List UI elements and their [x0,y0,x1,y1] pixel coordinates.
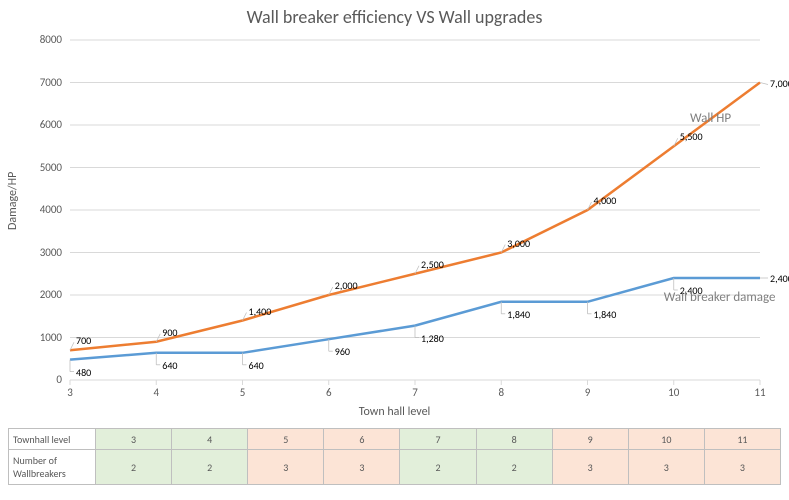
data-label: 2,500 [421,258,444,271]
data-label: 7,000 [770,77,789,90]
data-label: 2,000 [335,279,358,292]
x-tick-label: 4 [141,386,171,399]
table-cell: 6 [324,429,400,450]
data-label: 900 [162,326,177,339]
table-row: Townhall level34567891011 [9,429,781,450]
data-label: 960 [335,345,350,358]
x-tick-label: 11 [745,386,775,399]
x-tick-label: 8 [486,386,516,399]
table-cell: 3 [704,450,780,485]
data-label: 5,500 [680,130,703,143]
table-cell: 4 [172,429,248,450]
x-tick-label: 7 [400,386,430,399]
y-tick-label: 6000 [22,118,62,131]
table-cell: 2 [400,450,476,485]
table-cell: 3 [628,450,704,485]
table-row-header: Townhall level [9,429,96,450]
data-label: 1,840 [594,308,617,321]
y-tick-label: 8000 [22,33,62,46]
data-table: Townhall level34567891011Number of Wallb… [8,428,781,485]
data-label: 4,000 [594,194,617,207]
x-tick-label: 3 [55,386,85,399]
plot-area [0,0,789,430]
table-cell: 8 [476,429,552,450]
table-cell: 2 [96,450,172,485]
table-cell: 9 [552,429,628,450]
y-tick-label: 3000 [22,246,62,259]
x-tick-label: 5 [228,386,258,399]
data-label: 2,400 [770,272,789,285]
table-cell: 3 [324,450,400,485]
y-tick-label: 7000 [22,76,62,89]
table-cell: 10 [628,429,704,450]
data-label: 1,840 [507,308,530,321]
table-row: Number of Wallbreakers223322333 [9,450,781,485]
x-tick-label: 6 [314,386,344,399]
data-label: 640 [249,359,264,372]
table-cell: 2 [476,450,552,485]
data-label: 1,280 [421,332,444,345]
data-label: 1,400 [249,305,272,318]
y-tick-label: 0 [22,373,62,386]
y-tick-label: 5000 [22,161,62,174]
table-row-header: Number of Wallbreakers [9,450,96,485]
x-tick-label: 10 [659,386,689,399]
chart-container: Wall breaker efficiency VS Wall upgrades… [0,0,789,500]
series-label-wb-damage: Wall breaker damage [664,290,776,305]
data-label: 640 [162,359,177,372]
table-cell: 3 [96,429,172,450]
data-label: 480 [76,366,91,379]
y-tick-label: 4000 [22,203,62,216]
y-tick-label: 2000 [22,288,62,301]
table-cell: 11 [704,429,780,450]
table-cell: 7 [400,429,476,450]
x-tick-label: 9 [573,386,603,399]
table-cell: 5 [248,429,324,450]
table-cell: 3 [552,450,628,485]
series-label-wall-hp: Wall HP [690,111,731,126]
table-cell: 2 [172,450,248,485]
table-cell: 3 [248,450,324,485]
data-label: 700 [76,334,91,347]
y-tick-label: 1000 [22,331,62,344]
data-label: 3,000 [507,237,530,250]
